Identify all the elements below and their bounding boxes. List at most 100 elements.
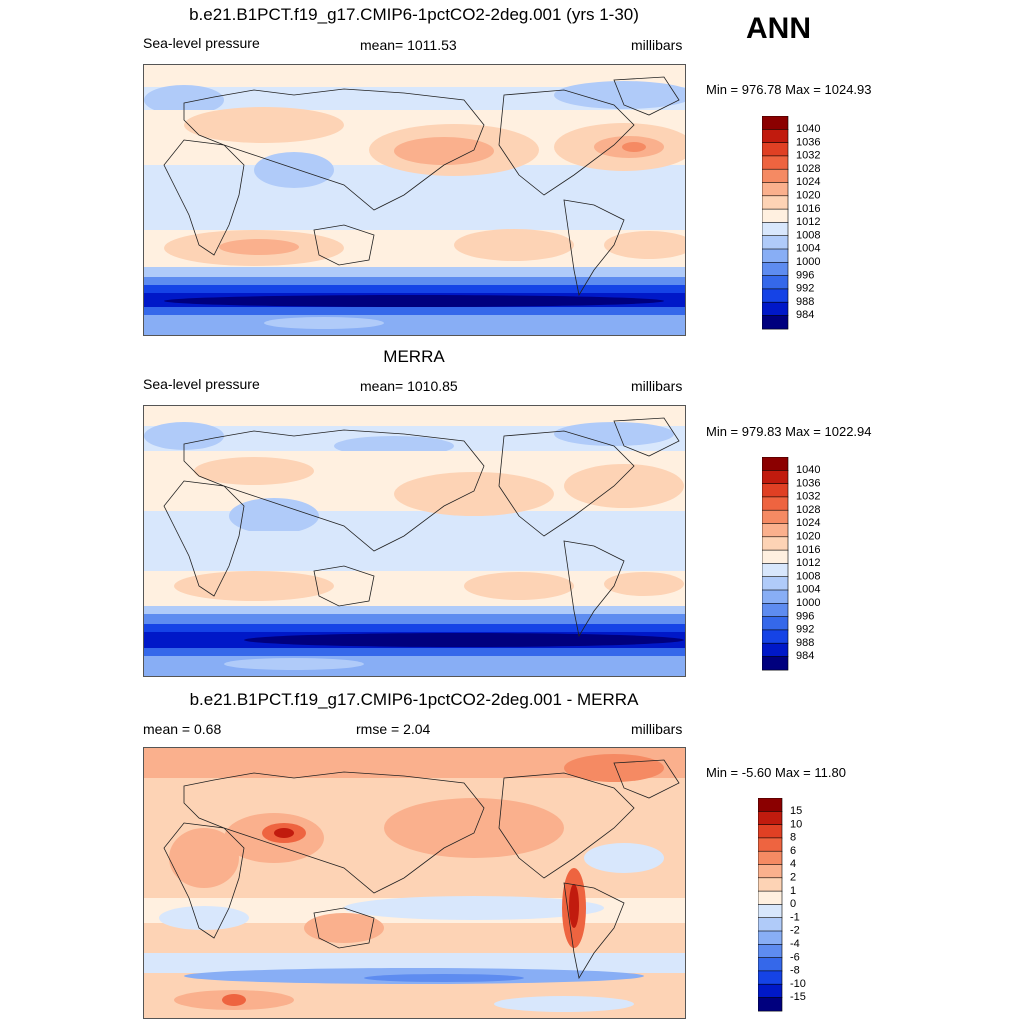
colorbar-swatch [761,168,789,184]
diff-cb-tick: -6 [790,951,800,963]
colorbar-swatch [761,509,789,525]
model-contour-map [143,64,686,336]
colorbar-swatch [761,603,789,618]
model-colorbar-svg: 1040 1036 1032 1028 1024 1020 1016 1012 … [761,115,820,330]
obs-cb-tick: 1000 [796,597,820,609]
colorbar-swatch [761,483,789,498]
model-cb-tick: 992 [796,283,814,295]
obs-cb-tick: 1016 [796,544,820,556]
colorbar-swatch [761,195,789,210]
colorbar-swatch [761,115,789,130]
model-units-label: millibars [631,37,683,53]
obs-cb-tick: 1004 [796,584,820,596]
diff-contour-map [143,747,686,1019]
colorbar-swatch [761,576,789,591]
colorbar-swatch [761,275,789,290]
model-variable-label: Sea-level pressure [143,35,260,51]
model-cb-tick: 996 [796,269,814,281]
obs-variable-label: Sea-level pressure [143,376,260,392]
diff-cb-tick: -8 [790,965,800,977]
obs-minmax-label: Min = 979.83 Max = 1022.94 [706,424,872,439]
obs-cb-tick: 984 [796,650,814,662]
colorbar-swatch [761,589,789,604]
diff-minmax-label: Min = -5.60 Max = 11.80 [706,765,846,780]
colorbar-swatch [761,616,789,631]
colorbar-swatch [757,983,783,999]
diff-mean-label: mean = 0.68 [143,721,222,737]
colorbar-swatch [757,997,783,1012]
model-panel-title: b.e21.B1PCT.f19_g17.CMIP6-1pctCO2-2deg.0… [189,5,639,24]
obs-panel-title: MERRA [383,347,445,366]
colorbar-swatch [761,155,789,170]
diff-cb-tick: -4 [790,938,800,950]
colorbar-swatch [757,904,783,919]
colorbar-swatch [757,957,783,972]
obs-mean-label: mean= 1010.85 [360,378,458,394]
colorbar-swatch [761,315,789,330]
colorbar-swatch [757,890,783,905]
diff-colorbar-labels: 15 10 8 6 4 2 1 0 -1 -2 -4 -6 -8 -10 -15 [790,805,806,1003]
obs-cb-tick: 1020 [796,531,820,543]
diff-units-label: millibars [631,721,683,737]
colorbar-swatch [761,142,789,157]
colorbar-swatch [761,563,789,578]
diff-cb-tick: -10 [790,978,806,990]
model-cb-tick: 1000 [796,256,820,268]
model-mean-label: mean= 1011.53 [360,37,457,53]
colorbar-swatch [757,824,783,839]
diff-colorbar-svg: 15 10 8 6 4 2 1 0 -1 -2 -4 -6 -8 -10 -15 [757,797,806,1012]
obs-colorbar-svg: 1040 1036 1032 1028 1024 1020 1016 1012 … [761,456,820,671]
colorbar-swatch [761,642,789,658]
colorbar-swatch [761,456,789,471]
obs-cb-tick: 1012 [796,557,820,569]
obs-cb-tick: 988 [796,637,814,649]
colorbar-swatch [757,944,783,959]
colorbar-swatch [757,864,783,879]
diff-cb-tick: -15 [790,991,806,1003]
model-cb-tick: 1020 [796,190,820,202]
model-cb-tick: 1016 [796,203,820,215]
colorbar-swatch [757,970,783,985]
model-cb-tick: 1036 [796,136,820,148]
model-cb-tick: 988 [796,296,814,308]
obs-cb-tick: 1008 [796,570,820,582]
colorbar-swatch [761,536,789,551]
model-cb-tick: 1012 [796,216,820,228]
diff-cb-tick: 10 [790,818,802,830]
model-cb-tick: 1004 [796,243,820,255]
colorbar-swatch [761,496,789,511]
diff-cb-tick: 6 [790,845,796,857]
model-colorbar: 1040 1036 1032 1028 1024 1020 1016 1012 … [761,115,842,336]
model-cb-tick: 1008 [796,229,820,241]
colorbar-swatch [761,208,789,223]
diff-cb-tick: 0 [790,898,796,910]
colorbar-swatch [757,797,783,812]
diff-cb-tick: 2 [790,872,796,884]
diff-cb-tick: 15 [790,805,802,817]
colorbar-swatch [761,656,789,671]
colorbar-swatch [761,470,789,485]
diff-cb-tick: 8 [790,832,796,844]
obs-cb-tick: 1032 [796,491,820,503]
colorbar-swatch [761,288,789,303]
model-cb-tick: 1028 [796,163,820,175]
diff-colorbar: 15 10 8 6 4 2 1 0 -1 -2 -4 -6 -8 -10 -15 [757,797,838,1019]
colorbar-swatch [761,182,789,197]
obs-cb-tick: 1036 [796,477,820,489]
model-minmax-label: Min = 976.78 Max = 1024.93 [706,82,872,97]
obs-cb-tick: 992 [796,624,814,636]
model-cb-tick: 1024 [796,176,820,188]
obs-cb-tick: 1024 [796,517,820,529]
colorbar-swatch [761,523,789,538]
obs-cb-tick: 996 [796,610,814,622]
obs-units-label: millibars [631,378,683,394]
diff-cb-tick: 4 [790,858,796,870]
model-cb-tick: 1032 [796,150,820,162]
colorbar-swatch [761,235,789,250]
obs-cb-tick: 1028 [796,504,820,516]
colorbar-swatch [757,930,783,945]
colorbar-swatch [757,837,783,852]
colorbar-swatch [761,222,789,237]
colorbar-swatch [761,248,789,263]
season-label: ANN [746,12,811,45]
